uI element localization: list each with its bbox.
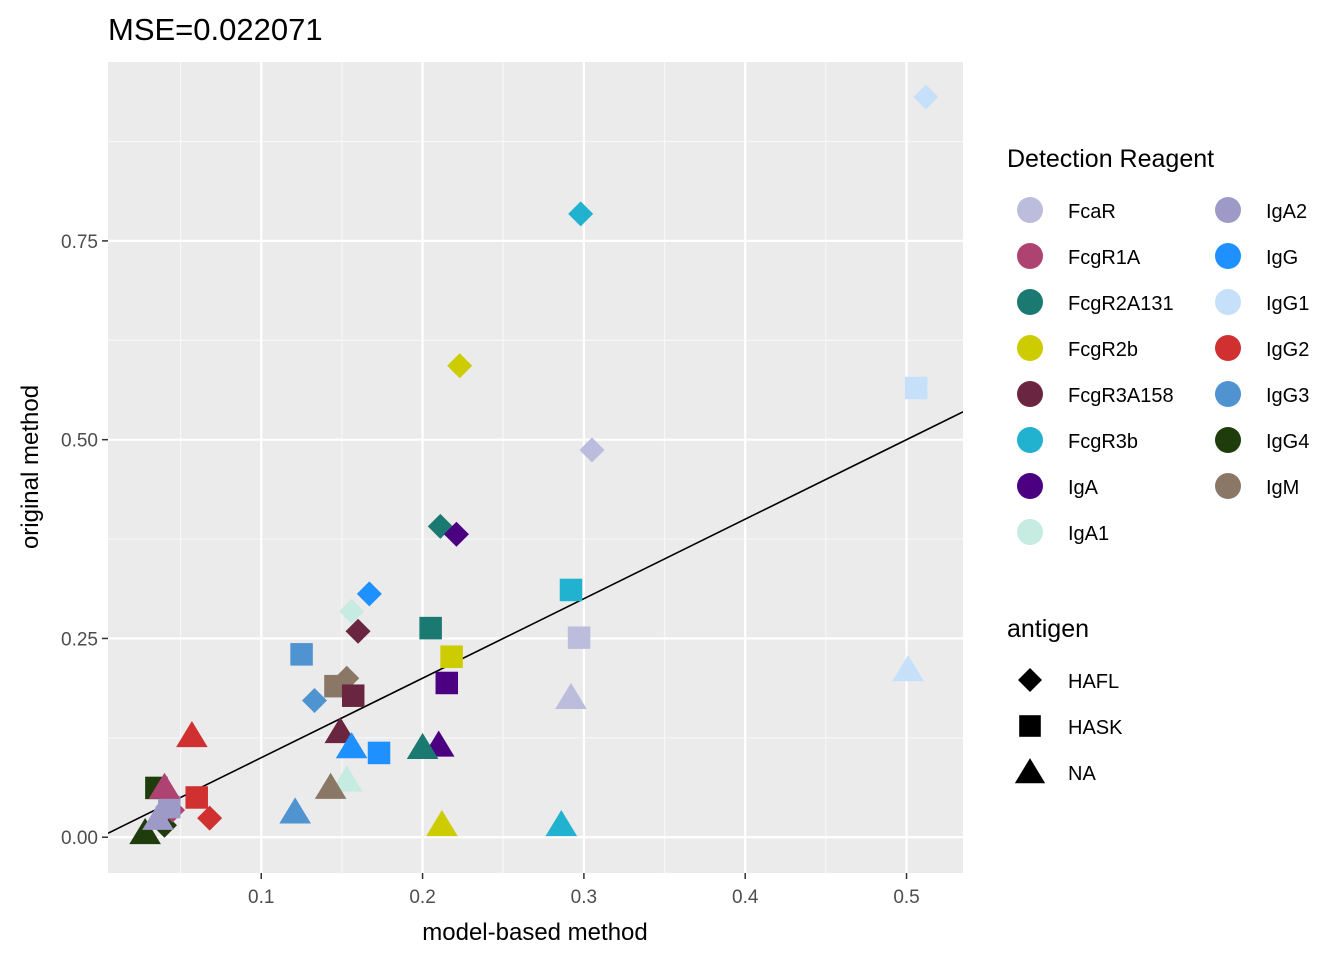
major-gridlines bbox=[108, 62, 963, 873]
x-tick-label: 0.2 bbox=[409, 887, 435, 908]
shape-legend: antigen HAFL HASK NA bbox=[1007, 615, 1123, 785]
reference-line bbox=[108, 411, 963, 834]
color-legend: Detection Reagent FcaR FcgR1A FcgR2A131 Fcg… bbox=[1007, 145, 1309, 545]
x-tick-label: 0.4 bbox=[732, 887, 759, 908]
legend-key-igg2 bbox=[1215, 335, 1241, 361]
legend-key-iga bbox=[1017, 473, 1043, 499]
point-fcgr3a158-hafl bbox=[345, 618, 371, 644]
point-fcgr1a-na bbox=[148, 772, 181, 799]
point-iga-hask bbox=[435, 671, 459, 695]
legend-label-igg2: IgG2 bbox=[1266, 339, 1309, 361]
legend-label-igg4: IgG4 bbox=[1266, 431, 1309, 453]
reference-line-group bbox=[108, 411, 963, 834]
point-igg-hafl bbox=[356, 581, 382, 607]
legend-label-igg3: IgG3 bbox=[1266, 385, 1309, 407]
point-fcgr2a131-na bbox=[406, 732, 439, 760]
point-igm-hask bbox=[324, 674, 347, 698]
point-igg-na bbox=[335, 732, 368, 759]
legend-label-igg1: IgG1 bbox=[1266, 293, 1309, 315]
point-igg-hask bbox=[367, 741, 391, 765]
point-fcar-hafl bbox=[579, 437, 605, 463]
legend-key-fcgr3a158 bbox=[1017, 381, 1043, 407]
legend-label-hask: HASK bbox=[1068, 717, 1123, 739]
point-fcgr2a131-hask bbox=[419, 616, 442, 640]
legend-label-fcar: FcaR bbox=[1068, 201, 1116, 223]
point-fcgr2b-hask bbox=[440, 645, 463, 668]
point-igg1-hafl bbox=[913, 84, 939, 110]
x-axis-label: model-based method bbox=[422, 919, 647, 946]
point-fcgr2b-hafl bbox=[447, 353, 473, 379]
point-igg3-na bbox=[279, 797, 311, 824]
point-iga1-hafl bbox=[339, 598, 365, 624]
legend-key-fcgr3b bbox=[1017, 427, 1043, 453]
y-tick-label: 0.75 bbox=[61, 232, 98, 253]
legend-key-fcar bbox=[1017, 197, 1043, 223]
x-axis: 0.1 0.2 0.3 0.4 0.5 bbox=[248, 873, 920, 908]
legend-label-fcgr3b: FcgR3b bbox=[1068, 431, 1138, 453]
point-fcgr3b-hask bbox=[559, 578, 583, 602]
legend-key-hafl bbox=[1018, 668, 1042, 692]
color-legend-title: Detection Reagent bbox=[1007, 145, 1214, 173]
legend-key-na bbox=[1014, 758, 1046, 784]
x-tick-label: 0.3 bbox=[571, 887, 597, 908]
data-points bbox=[129, 84, 939, 845]
point-igg2-hafl bbox=[197, 805, 223, 831]
legend-label-iga: IgA bbox=[1068, 477, 1099, 499]
x-tick-label: 0.1 bbox=[248, 887, 274, 908]
y-tick-label: 0.50 bbox=[61, 431, 98, 452]
legend-key-iga2 bbox=[1215, 197, 1241, 223]
legend-label-fcgr1a: FcgR1A bbox=[1068, 247, 1141, 269]
legend-label-iga1: IgA1 bbox=[1068, 523, 1109, 545]
point-igm-na bbox=[314, 772, 347, 799]
legend-label-iga2: IgA2 bbox=[1266, 201, 1307, 223]
legend-key-fcgr2b bbox=[1017, 335, 1043, 361]
point-iga-hafl bbox=[443, 521, 469, 547]
legend-key-igm bbox=[1215, 473, 1241, 499]
point-iga2-hask bbox=[158, 795, 181, 819]
point-iga2-na bbox=[142, 803, 174, 830]
y-axis-label: original method bbox=[17, 385, 44, 549]
legend-label-fcgr3a158: FcgR3A158 bbox=[1068, 385, 1174, 407]
point-igg2-hask bbox=[185, 786, 208, 809]
y-tick-label: 0.00 bbox=[61, 828, 98, 849]
point-igg1-hask bbox=[904, 376, 928, 400]
chart-title: MSE=0.022071 bbox=[108, 12, 323, 47]
point-fcgr3a158-na bbox=[324, 717, 357, 744]
plot-panel bbox=[108, 62, 963, 873]
y-tick-label: 0.25 bbox=[61, 629, 98, 650]
legend-label-fcgr2a131: FcgR2A131 bbox=[1068, 293, 1174, 315]
point-igg4-na bbox=[129, 818, 161, 845]
point-igg2-na bbox=[176, 721, 208, 748]
point-iga1-na bbox=[330, 765, 363, 792]
legend-key-fcgr2a131 bbox=[1017, 289, 1043, 315]
point-fcgr3b-na bbox=[545, 810, 578, 837]
y-axis: 0.00 0.25 0.50 0.75 bbox=[61, 232, 108, 849]
legend-key-igg bbox=[1215, 243, 1241, 269]
point-fcgr3a158-hask bbox=[341, 684, 365, 707]
legend-key-hask bbox=[1019, 715, 1041, 737]
legend-label-igm: IgM bbox=[1266, 477, 1299, 499]
legend-key-fcgr1a bbox=[1017, 243, 1043, 269]
legend-label-hafl: HAFL bbox=[1068, 671, 1119, 693]
x-tick-label: 0.5 bbox=[893, 887, 919, 908]
legend-label-igg: IgG bbox=[1266, 247, 1298, 269]
legend-key-igg1 bbox=[1215, 289, 1241, 315]
legend-key-iga1 bbox=[1017, 519, 1043, 545]
point-igg3-hafl bbox=[301, 687, 327, 713]
point-fcgr2b-na bbox=[426, 810, 458, 837]
point-fcar-na bbox=[555, 682, 587, 709]
legend-label-na: NA bbox=[1068, 763, 1096, 785]
shape-legend-title: antigen bbox=[1007, 615, 1089, 643]
point-igg3-hask bbox=[290, 643, 313, 666]
point-igg1-na bbox=[892, 655, 924, 682]
point-fcar-hask bbox=[567, 626, 591, 649]
point-fcgr3b-hafl bbox=[568, 201, 594, 227]
minor-gridlines bbox=[108, 62, 963, 873]
legend-key-igg4 bbox=[1215, 427, 1241, 453]
legend-key-igg3 bbox=[1215, 381, 1241, 407]
legend-label-fcgr2b: FcgR2b bbox=[1068, 339, 1138, 361]
